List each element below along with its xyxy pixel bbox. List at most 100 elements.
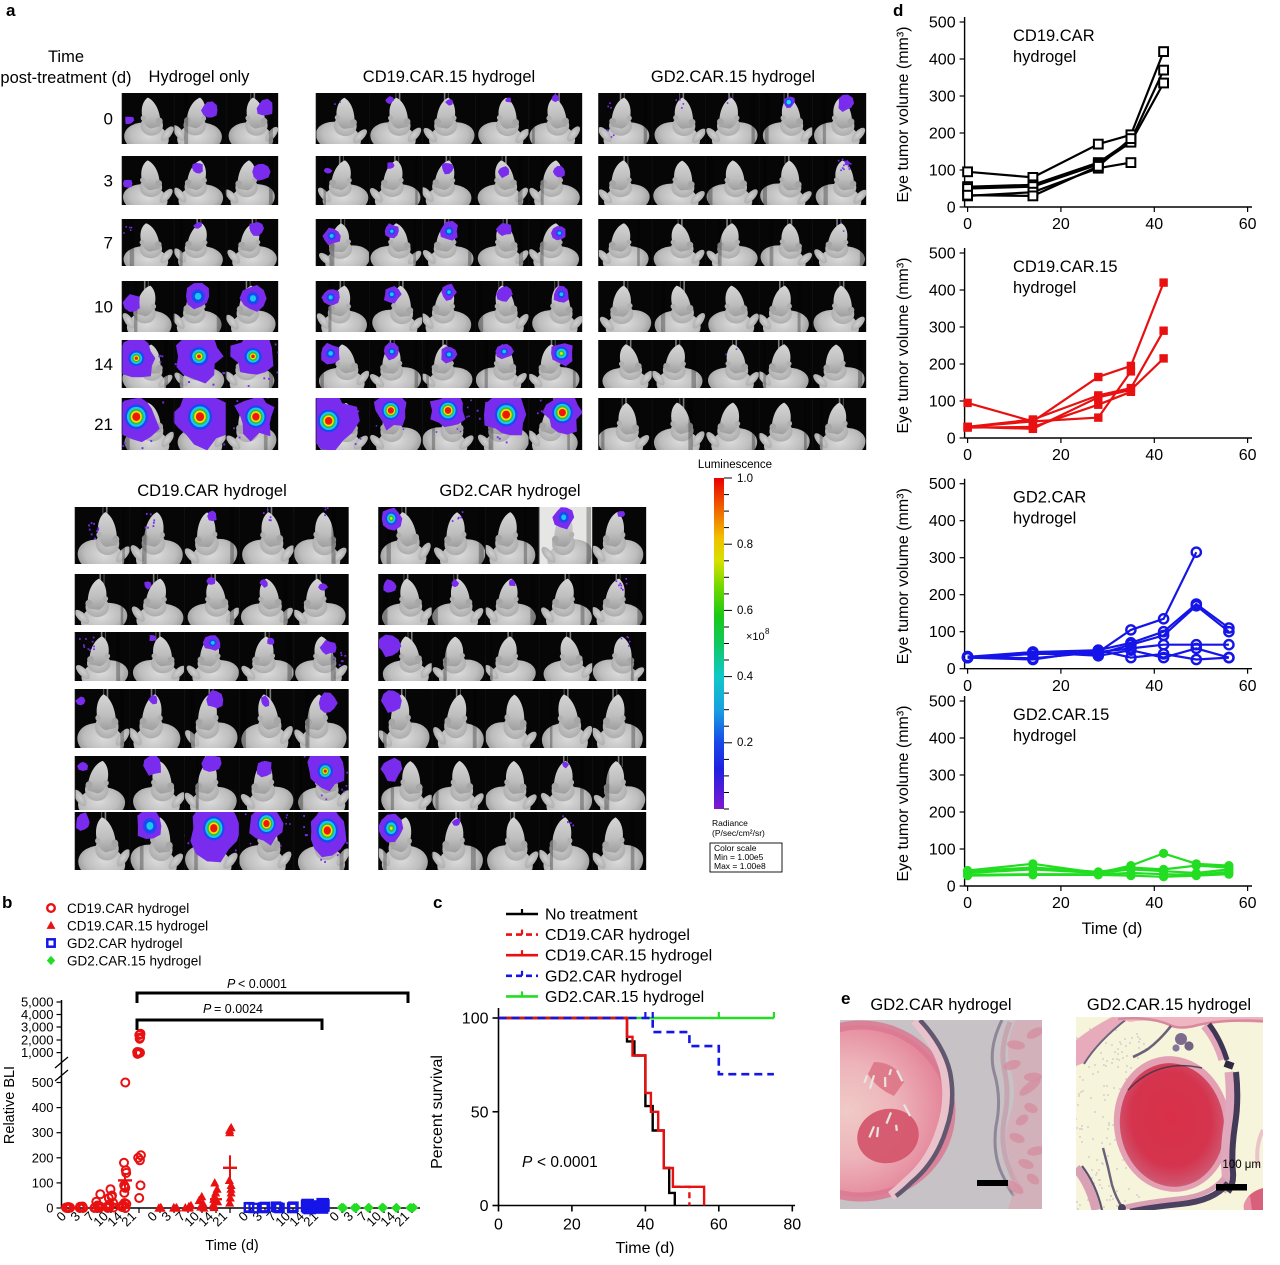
svg-text:Max = 1.00e8: Max = 1.00e8 <box>714 861 766 871</box>
svg-text:10: 10 <box>94 298 113 317</box>
svg-text:Color scale: Color scale <box>714 843 757 853</box>
svg-text:40: 40 <box>1145 895 1163 912</box>
svg-text:0: 0 <box>947 200 956 217</box>
svg-text:300: 300 <box>929 768 956 785</box>
svg-text:400: 400 <box>929 52 956 69</box>
svg-text:0: 0 <box>963 447 972 464</box>
svg-text:200: 200 <box>929 357 956 374</box>
svg-text:2,000: 2,000 <box>21 1033 54 1048</box>
svg-text:Relative BLI: Relative BLI <box>2 1066 18 1144</box>
svg-text:0: 0 <box>46 1201 53 1216</box>
svg-text:No treatment: No treatment <box>545 907 638 924</box>
svg-text:0: 0 <box>947 879 956 896</box>
svg-text:400: 400 <box>929 283 956 300</box>
svg-text:CD19.CAR: CD19.CAR <box>1013 27 1095 45</box>
svg-text:400: 400 <box>32 1100 54 1115</box>
svg-text:Time (d): Time (d) <box>1082 920 1143 938</box>
svg-text:5,000: 5,000 <box>21 995 54 1010</box>
svg-text:40: 40 <box>1145 216 1163 233</box>
svg-text:60: 60 <box>1239 216 1257 233</box>
svg-text:8: 8 <box>765 627 770 636</box>
svg-text:e: e <box>841 989 850 1008</box>
svg-text:1,000: 1,000 <box>21 1045 54 1060</box>
svg-text:60: 60 <box>1239 678 1257 695</box>
svg-text:Eye tumor volume (mm³): Eye tumor volume (mm³) <box>895 26 912 202</box>
svg-text:20: 20 <box>1052 678 1070 695</box>
svg-text:3: 3 <box>104 172 113 191</box>
svg-text:0: 0 <box>963 678 972 695</box>
svg-text:60: 60 <box>1239 895 1257 912</box>
svg-text:100: 100 <box>929 394 956 411</box>
svg-text:60: 60 <box>1239 447 1257 464</box>
svg-text:0: 0 <box>104 110 113 129</box>
svg-text:Time (d): Time (d) <box>616 1240 675 1257</box>
svg-text:Time: Time <box>48 48 84 66</box>
svg-text:Min = 1.00e5: Min = 1.00e5 <box>714 852 764 862</box>
svg-text:20: 20 <box>1052 216 1070 233</box>
svg-text:0: 0 <box>963 895 972 912</box>
svg-text:21: 21 <box>94 415 113 434</box>
svg-text:< 0.0001: < 0.0001 <box>238 977 287 991</box>
svg-text:0: 0 <box>947 661 956 678</box>
svg-text:hydrogel: hydrogel <box>1013 48 1076 66</box>
svg-text:Eye tumor volume (mm³): Eye tumor volume (mm³) <box>895 705 912 881</box>
svg-text:300: 300 <box>32 1125 54 1140</box>
svg-text:Time (d): Time (d) <box>205 1238 258 1254</box>
svg-text:500: 500 <box>929 15 956 32</box>
svg-text:Eye tumor volume (mm³): Eye tumor volume (mm³) <box>895 488 912 664</box>
svg-text:80: 80 <box>783 1217 801 1234</box>
svg-text:(P/sec/cm²/sr): (P/sec/cm²/sr) <box>712 828 765 838</box>
svg-text:300: 300 <box>929 550 956 567</box>
svg-text:1.0: 1.0 <box>737 473 753 485</box>
svg-text:CD19.CAR.15 hydrogel: CD19.CAR.15 hydrogel <box>545 948 712 965</box>
svg-text:400: 400 <box>929 513 956 530</box>
svg-text:CD19.CAR.15 hydrogel: CD19.CAR.15 hydrogel <box>67 918 208 933</box>
svg-text:20: 20 <box>1052 895 1070 912</box>
svg-text:20: 20 <box>563 1217 581 1234</box>
svg-text:hydrogel: hydrogel <box>1013 727 1076 745</box>
svg-text:GD2.CAR.15 hydrogel: GD2.CAR.15 hydrogel <box>67 953 201 968</box>
svg-text:4,000: 4,000 <box>21 1007 54 1022</box>
svg-text:0.6: 0.6 <box>737 605 753 617</box>
svg-text:GD2.CAR.15 hydrogel: GD2.CAR.15 hydrogel <box>545 989 704 1006</box>
svg-text:200: 200 <box>929 126 956 143</box>
svg-text:200: 200 <box>929 805 956 822</box>
svg-text:= 0.0024: = 0.0024 <box>214 1002 263 1016</box>
svg-text:200: 200 <box>929 587 956 604</box>
svg-text:0: 0 <box>494 1217 503 1234</box>
svg-text:GD2.CAR.15 hydrogel: GD2.CAR.15 hydrogel <box>1087 996 1251 1014</box>
svg-text:Eye tumor volume (mm³): Eye tumor volume (mm³) <box>895 257 912 433</box>
svg-text:GD2.CAR.15: GD2.CAR.15 <box>1013 706 1109 724</box>
svg-text:post-treatment (d): post-treatment (d) <box>0 69 131 87</box>
svg-text:3,000: 3,000 <box>21 1020 54 1035</box>
svg-text:GD2.CAR: GD2.CAR <box>1013 489 1086 507</box>
svg-text:400: 400 <box>929 731 956 748</box>
svg-text:CD19.CAR hydrogel: CD19.CAR hydrogel <box>137 482 286 500</box>
svg-text:GD2.CAR hydrogel: GD2.CAR hydrogel <box>67 936 183 951</box>
svg-text:100: 100 <box>462 1011 489 1028</box>
svg-text:a: a <box>6 1 16 20</box>
svg-text:100: 100 <box>929 163 956 180</box>
svg-text:100 μm: 100 μm <box>1222 1159 1261 1171</box>
svg-text:50: 50 <box>471 1104 489 1121</box>
svg-text:Radiance: Radiance <box>712 818 748 828</box>
svg-text:0: 0 <box>947 431 956 448</box>
svg-text:×10: ×10 <box>746 631 765 643</box>
svg-text:< 0.0001: < 0.0001 <box>537 1154 598 1171</box>
svg-text:CD19.CAR hydrogel: CD19.CAR hydrogel <box>545 927 690 944</box>
svg-text:300: 300 <box>929 89 956 106</box>
svg-text:40: 40 <box>1145 447 1163 464</box>
svg-text:500: 500 <box>929 694 956 711</box>
svg-text:200: 200 <box>32 1150 54 1165</box>
svg-text:P: P <box>522 1154 533 1171</box>
svg-text:Luminescence: Luminescence <box>698 459 772 471</box>
svg-text:Hydrogel only: Hydrogel only <box>149 68 251 86</box>
svg-text:40: 40 <box>1145 678 1163 695</box>
svg-text:0.4: 0.4 <box>737 671 754 683</box>
svg-text:0.8: 0.8 <box>737 539 753 551</box>
svg-text:500: 500 <box>929 476 956 493</box>
svg-text:500: 500 <box>32 1075 54 1090</box>
svg-text:100: 100 <box>32 1175 54 1190</box>
svg-text:60: 60 <box>710 1217 728 1234</box>
svg-text:0: 0 <box>480 1198 489 1215</box>
